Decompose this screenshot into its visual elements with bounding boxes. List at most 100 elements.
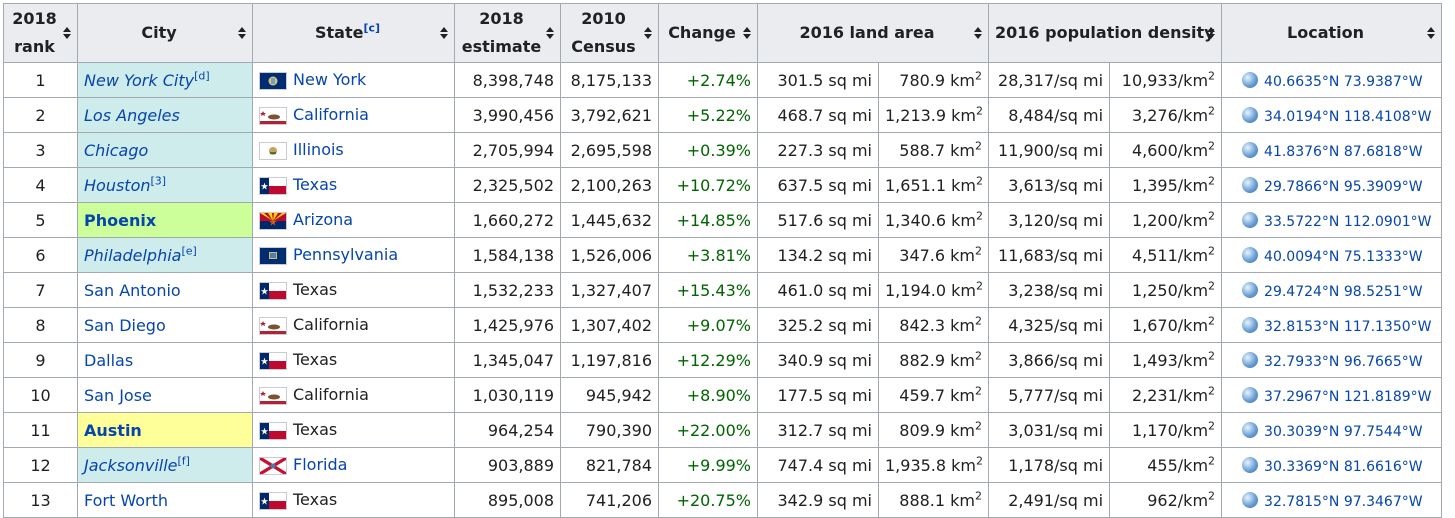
city-link[interactable]: Chicago: [84, 140, 149, 160]
sort-icon[interactable]: [546, 25, 554, 41]
city-footnote-link[interactable]: [3]: [150, 174, 167, 188]
largest-cities-table: 2018 rank City State[c] 2018 estimate 2010…: [3, 3, 1443, 518]
city-link[interactable]: Dallas: [84, 350, 134, 370]
estimate-cell: 1,660,272: [454, 202, 561, 238]
change-cell: +14.85%: [658, 202, 758, 238]
globe-icon[interactable]: [1242, 72, 1259, 88]
coordinates-link[interactable]: 40.6635°N 73.9387°W: [1264, 73, 1423, 90]
city-footnote-link[interactable]: [f]: [177, 454, 190, 468]
squared-superscript: 2: [975, 384, 983, 398]
city-link[interactable]: San Antonio: [84, 280, 181, 300]
coordinates-link[interactable]: 40.0094°N 75.1333°W: [1264, 248, 1423, 265]
globe-icon[interactable]: [1242, 212, 1259, 228]
header-change[interactable]: Change: [658, 3, 758, 63]
state-link[interactable]: New York: [293, 70, 367, 90]
density-sqmi-cell: 1,178/sq mi: [988, 447, 1111, 483]
header-city[interactable]: City: [77, 3, 253, 63]
coordinates-link[interactable]: 30.3039°N 97.7544°W: [1264, 423, 1423, 440]
coordinates-link[interactable]: 33.5722°N 112.0901°W: [1264, 213, 1432, 230]
coordinates-link[interactable]: 34.0194°N 118.4108°W: [1264, 108, 1432, 125]
header-census[interactable]: 2010 Census: [560, 3, 659, 63]
city-link[interactable]: Philadelphia: [84, 245, 182, 265]
globe-icon[interactable]: [1242, 247, 1259, 263]
sort-icon[interactable]: [1207, 25, 1216, 41]
coordinates-link[interactable]: 30.3369°N 81.6616°W: [1264, 458, 1423, 475]
city-link[interactable]: Fort Worth: [84, 490, 169, 510]
sort-icon[interactable]: [1427, 25, 1436, 41]
density-sqmi-cell: 3,120/sq mi: [988, 202, 1111, 238]
city-link[interactable]: Phoenix: [84, 210, 157, 230]
globe-icon[interactable]: [1242, 177, 1259, 193]
table-row: 8 San Diego California 1,425,976 1,307,402 +9…: [3, 307, 1443, 343]
coordinates-link[interactable]: 37.2967°N 121.8189°W: [1264, 388, 1432, 405]
land-area-km2-cell: 588.7 km2: [877, 132, 990, 168]
state-name: Texas: [293, 420, 338, 440]
state-link[interactable]: California: [293, 105, 369, 125]
city-cell: Chicago: [77, 132, 253, 168]
rank-cell: 2: [3, 97, 78, 133]
state-link[interactable]: Illinois: [293, 140, 344, 160]
header-land-area[interactable]: 2016 land area: [756, 3, 990, 63]
change-cell: +12.29%: [658, 342, 758, 378]
state-cell: California: [252, 377, 455, 413]
state-link[interactable]: Texas: [293, 175, 338, 195]
density-km2-cell: 1,250/km2: [1109, 272, 1223, 308]
state-cell: Illinois: [252, 132, 455, 168]
header-density[interactable]: 2016 population density: [988, 3, 1223, 63]
city-link[interactable]: Jacksonville: [84, 455, 178, 475]
change-cell: +5.22%: [658, 97, 758, 133]
globe-icon[interactable]: [1242, 352, 1259, 368]
location-cell: 32.7815°N 97.3467°W: [1221, 482, 1443, 518]
city-link[interactable]: Los Angeles: [84, 105, 180, 125]
city-link[interactable]: San Jose: [84, 385, 152, 405]
coordinates-link[interactable]: 41.8376°N 87.6818°W: [1264, 143, 1423, 160]
coordinates-link[interactable]: 32.7815°N 97.3467°W: [1264, 493, 1423, 510]
location-cell: 29.4724°N 98.5251°W: [1221, 272, 1443, 308]
coordinates-link[interactable]: 32.8153°N 117.1350°W: [1264, 318, 1432, 335]
density-km2-cell: 455/km2: [1109, 447, 1223, 483]
illinois-flag-icon: [259, 141, 287, 160]
estimate-cell: 2,705,994: [454, 132, 561, 168]
sort-icon[interactable]: [440, 25, 448, 41]
header-rank[interactable]: 2018 rank: [3, 3, 78, 63]
city-link[interactable]: New York City: [84, 70, 195, 90]
squared-superscript: 2: [1208, 104, 1216, 118]
density-km2-cell: 1,493/km2: [1109, 342, 1223, 378]
globe-icon[interactable]: [1242, 282, 1259, 298]
city-link[interactable]: Austin: [84, 420, 142, 440]
coordinates-link[interactable]: 32.7933°N 96.7665°W: [1264, 353, 1423, 370]
globe-icon[interactable]: [1242, 317, 1259, 333]
globe-icon[interactable]: [1242, 492, 1259, 508]
header-location[interactable]: Location: [1221, 3, 1443, 63]
globe-icon[interactable]: [1242, 457, 1259, 473]
city-link[interactable]: San Diego: [84, 315, 166, 335]
coordinates-link[interactable]: 29.7866°N 95.3909°W: [1264, 178, 1423, 195]
city-link[interactable]: Houston: [84, 175, 151, 195]
density-sqmi-cell: 5,777/sq mi: [988, 377, 1111, 413]
state-link[interactable]: Pennsylvania: [293, 245, 399, 265]
sort-icon[interactable]: [63, 25, 71, 41]
land-area-sqmi-cell: 468.7 sq mi: [757, 97, 879, 133]
sort-icon[interactable]: [743, 25, 751, 41]
city-footnote-link[interactable]: [e]: [181, 244, 197, 258]
globe-icon[interactable]: [1242, 387, 1259, 403]
coordinates-link[interactable]: 29.4724°N 98.5251°W: [1264, 283, 1423, 300]
census-cell: 1,307,402: [560, 307, 659, 343]
globe-icon[interactable]: [1242, 142, 1259, 158]
city-cell: Fort Worth: [77, 482, 253, 518]
sort-icon[interactable]: [644, 25, 652, 41]
state-link[interactable]: Florida: [293, 455, 348, 475]
globe-icon[interactable]: [1242, 107, 1259, 123]
sort-icon[interactable]: [974, 25, 983, 41]
state-link[interactable]: Arizona: [293, 210, 354, 230]
header-estimate[interactable]: 2018 estimate: [454, 3, 561, 63]
state-name: California: [293, 385, 369, 405]
header-state[interactable]: State[c]: [252, 3, 455, 63]
land-area-km2-cell: 459.7 km2: [877, 377, 990, 413]
city-footnote-link[interactable]: [d]: [194, 69, 210, 83]
squared-superscript: 2: [976, 104, 984, 118]
globe-icon[interactable]: [1242, 422, 1259, 438]
city-cell: Jacksonville[f]: [77, 447, 253, 483]
sort-icon[interactable]: [238, 25, 246, 41]
state-footnote-link[interactable]: [c]: [363, 21, 381, 35]
